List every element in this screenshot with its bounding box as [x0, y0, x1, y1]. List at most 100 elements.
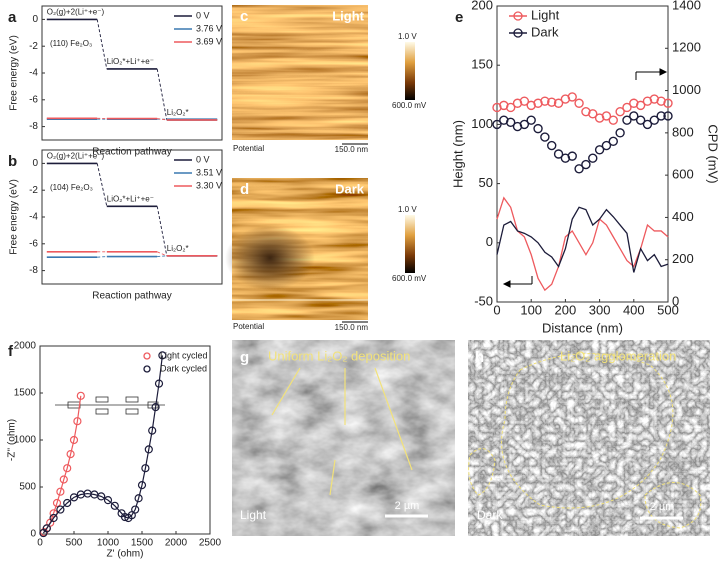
- data-point: [492, 119, 502, 130]
- data-point: [649, 115, 660, 125]
- data-point: [148, 426, 157, 435]
- annotation: Uniform Li₂O₂ deposition: [268, 348, 410, 363]
- y-axis-label: Height (nm): [450, 120, 465, 188]
- data-point: [56, 505, 65, 514]
- connector: [156, 206, 168, 256]
- x-tick-label: 0: [37, 538, 43, 549]
- data-point: [73, 417, 82, 426]
- channel-label: Potential: [233, 322, 264, 331]
- height-line: [496, 196, 669, 292]
- dark-region: [225, 226, 315, 290]
- legend-label: Dark: [531, 24, 559, 39]
- data-point: [622, 115, 632, 125]
- legend-label: 0 V: [196, 154, 210, 164]
- connector: [97, 256, 107, 258]
- data-point: [540, 132, 550, 142]
- y2-tick-label: 1200: [672, 40, 701, 55]
- data-point: [66, 450, 75, 459]
- panel-label: h: [475, 349, 484, 366]
- data-point: [635, 100, 646, 111]
- data-point: [663, 98, 673, 108]
- y-tick-label: 0: [486, 234, 493, 249]
- panel-label: d: [240, 181, 249, 198]
- data-point: [144, 445, 153, 454]
- data-point: [615, 107, 625, 117]
- scale-label: 2 µm: [650, 501, 675, 513]
- data-point: [56, 487, 65, 496]
- data-point: [141, 464, 150, 473]
- x-tick-label: 200: [555, 302, 577, 317]
- data-point: [635, 115, 646, 125]
- y-axis-label: Free energy (eV): [9, 35, 20, 111]
- data-point: [533, 123, 543, 134]
- condition-label: Light: [332, 8, 364, 23]
- connector: [96, 163, 108, 207]
- data-point: [69, 493, 79, 502]
- legend-marker: [513, 11, 523, 21]
- legend-label: 3.69 V: [196, 36, 222, 46]
- colorbar-max: 1.0 V: [398, 205, 417, 214]
- data-point: [553, 149, 564, 159]
- data-point: [574, 98, 584, 108]
- data-point: [567, 92, 577, 102]
- data-point: [63, 464, 72, 473]
- x-axis-label: Reaction pathway: [92, 147, 172, 158]
- data-point: [663, 111, 673, 121]
- axis-arrows: [502, 68, 668, 288]
- x-tick-label: 2500: [199, 538, 222, 549]
- data-point: [601, 111, 612, 121]
- data-point: [69, 435, 79, 445]
- panel-label: f: [8, 343, 14, 360]
- panel-label: b: [8, 153, 17, 170]
- data-point: [526, 115, 536, 125]
- panel-label: e: [455, 9, 463, 26]
- data-point: [97, 492, 106, 501]
- y-tick-label: 100: [471, 116, 493, 131]
- arrows: [271, 367, 413, 496]
- y-tick-label: 1000: [14, 435, 37, 446]
- y-tick-label: 500: [19, 482, 36, 493]
- state-label: O₂(g)+2(Li⁺+e⁻): [47, 152, 105, 161]
- annotation: (110) Fe₂O₃: [50, 39, 92, 48]
- state-label: LiO₂*+Li⁺+e⁻: [107, 194, 154, 203]
- y-tick-label: 200: [471, 0, 493, 12]
- data-point: [151, 403, 160, 412]
- x-tick-label: 500: [657, 302, 679, 317]
- data-point: [158, 351, 167, 360]
- y-tick-label: -4: [29, 68, 38, 79]
- data-point: [519, 96, 530, 106]
- y-tick-label: -4: [29, 212, 38, 223]
- legend-marker: [513, 28, 523, 38]
- colorbar-min: 600.0 mV: [392, 101, 427, 110]
- colorbar: [405, 42, 415, 100]
- connector: [157, 251, 167, 257]
- plot-frame: [496, 5, 669, 303]
- data-point: [629, 111, 639, 121]
- data-point: [553, 98, 564, 108]
- y2-tick-label: 600: [672, 167, 694, 182]
- colorbar-min: 600.0 mV: [392, 274, 427, 283]
- data-point: [588, 153, 598, 163]
- y-tick-label: 0: [32, 158, 38, 169]
- y-tick-label: -2: [29, 185, 38, 196]
- scale-label: 150.0 nm: [335, 323, 369, 332]
- condition-label: Dark: [477, 508, 503, 522]
- y2-tick-label: 400: [672, 209, 694, 224]
- x-tick-label: 0: [493, 302, 500, 317]
- legend-label: 3.76 V: [196, 23, 222, 33]
- data-point: [137, 481, 147, 490]
- data-point: [49, 513, 58, 523]
- data-point: [103, 496, 113, 505]
- data-point: [547, 140, 557, 151]
- data-point: [519, 119, 530, 130]
- y-axis-label: Free energy (eV): [9, 179, 20, 255]
- data-point: [601, 140, 612, 151]
- circuit-inset: [55, 396, 165, 415]
- y-tick-label: 150: [471, 57, 493, 72]
- x-axis-label: Z' (ohm): [107, 549, 144, 560]
- connector: [156, 68, 168, 120]
- data-point: [622, 102, 632, 113]
- state-label: O₂(g)+2(Li⁺+e⁻): [47, 8, 105, 17]
- x-tick-label: 1500: [131, 538, 154, 549]
